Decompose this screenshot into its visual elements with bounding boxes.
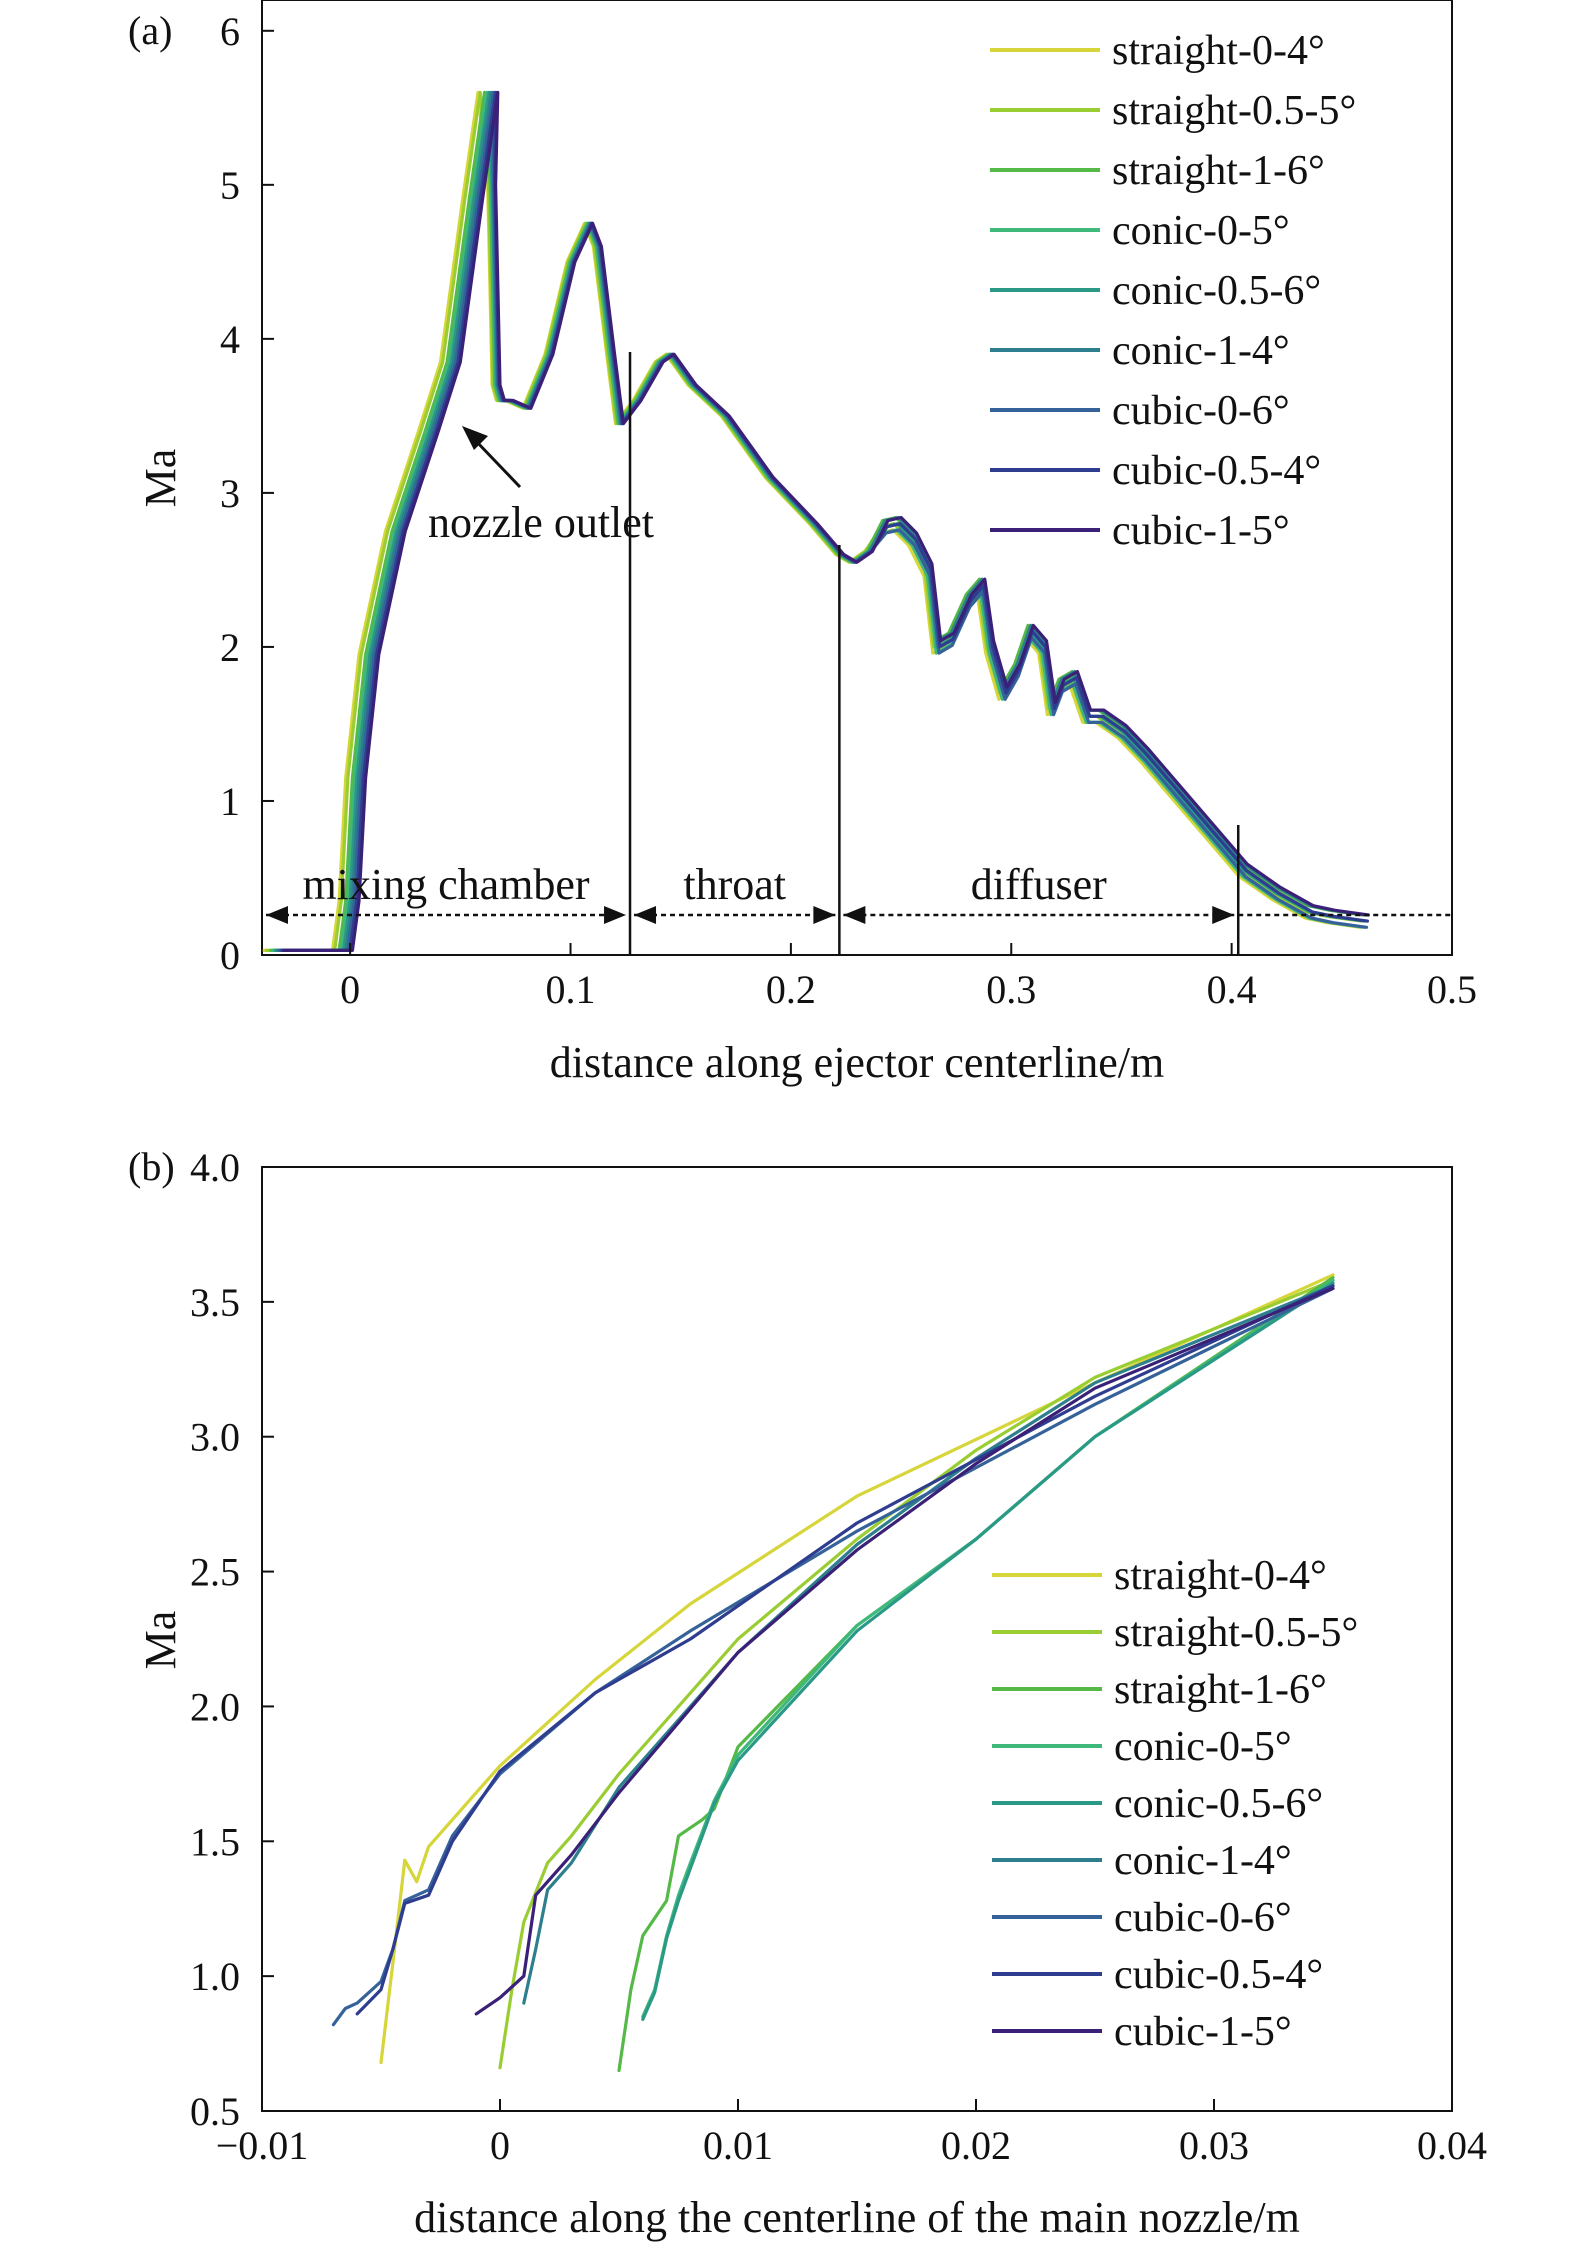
panel-a-y-ticks: 0 1 2 3 4 5 6 [220,9,274,978]
panel-a-y-tick-label: 2 [220,625,240,670]
panel-b-tag: (b) [128,1144,175,1189]
panel-a-tag: (a) [128,8,172,53]
panel-a-x-tick-label: 0.1 [546,967,596,1012]
panel-a-plot-frame [261,0,1453,956]
section-label: mixing chamber [302,860,589,909]
panel-a-x-tick-label: 0.4 [1207,967,1257,1012]
section-label: diffuser [971,860,1107,909]
panel-b-x-tick-label: 0.04 [1417,2123,1487,2168]
panel-b-legend-label: cubic-0-6° [1114,1895,1292,1941]
panel-b-y-tick-label: 1.5 [190,1819,240,1864]
panel-b-legend: straight-0-4° straight-0.5-5° straight-1-6… [992,1553,1358,2055]
panel-b-series-line [641,1281,1335,2021]
panel-b-legend-label: conic-0-5° [1114,1724,1292,1770]
panel-a-legend-label: cubic-0-6° [1112,388,1290,434]
panel-a-legend-label: straight-0-4° [1112,28,1325,74]
panel-a-legend-label: conic-0-5° [1112,208,1290,254]
panel-a-y-tick-label: 6 [220,9,240,54]
panel-b-legend-label: cubic-1-5° [1114,2009,1292,2055]
panel-a-x-tick-label: 0 [340,967,360,1012]
panel-a-legend: straight-0-4° straight-0.5-5° straight-1-6… [990,28,1356,554]
panel-b-plot-frame [261,1166,1453,2112]
panel-a: (a) 0 0.1 0.2 0.3 0.4 0.5 0 1 2 3 4 5 6 mixing cham… [128,0,1477,1087]
panel-a-y-tick-label: 1 [220,779,240,824]
panel-b-x-tick-label: −0.01 [216,2123,309,2168]
panel-a-x-tick-label: 0.5 [1427,967,1477,1012]
panel-a-y-axis-title: Ma [136,449,185,508]
panel-a-series-line [282,90,1370,953]
panel-a-y-tick-label: 0 [220,933,240,978]
panel-b-y-tick-label: 4.0 [190,1145,240,1190]
panel-b-y-axis-title: Ma [136,1611,185,1670]
section-arrowhead-right [604,906,627,924]
panel-b: (b) −0.01 0 0.01 0.02 0.03 0.04 0.5 1.0 1.5 2.0 2… [128,1144,1487,2242]
panel-a-y-tick-label: 5 [220,163,240,208]
panel-b-y-tick-label: 0.5 [190,2089,240,2134]
panel-b-legend-label: conic-1-4° [1114,1838,1292,1884]
panel-a-x-tick-label: 0.2 [766,967,816,1012]
panel-b-y-tick-label: 2.5 [190,1550,240,1595]
section-arrowhead-right [813,906,836,924]
panel-a-legend-label: straight-1-6° [1112,148,1325,194]
section-arrowhead-left [634,906,657,924]
panel-b-legend-label: straight-0.5-5° [1114,1610,1358,1656]
panel-a-y-tick-label: 3 [220,471,240,516]
panel-a-x-axis-title: distance along ejector centerline/m [550,1038,1165,1087]
panel-a-legend-label: conic-1-4° [1112,328,1290,374]
panel-b-x-ticks: −0.01 0 0.01 0.02 0.03 0.04 [216,2099,1487,2168]
panel-b-legend-label: straight-0-4° [1114,1553,1327,1599]
panel-b-series-line [331,1286,1335,2027]
panel-b-series-line [379,1273,1335,2065]
panel-b-series-line [498,1278,1335,2070]
annotation-nozzle-outlet: nozzle outlet [428,498,654,547]
panel-b-legend-label: conic-0.5-6° [1114,1781,1323,1827]
panel-b-x-tick-label: 0.03 [1179,2123,1249,2168]
panel-a-series-group [262,90,1370,953]
panel-b-y-tick-label: 3.5 [190,1280,240,1325]
panel-a-x-ticks: 0 0.1 0.2 0.3 0.4 0.5 [340,943,1477,1012]
panel-a-legend-label: cubic-0.5-4° [1112,448,1321,494]
panel-b-series-line [355,1284,1335,2016]
panel-a-legend-label: cubic-1-5° [1112,508,1290,554]
panel-a-sections: mixing chamber throat diffuser [266,352,1452,955]
panel-a-y-tick-label: 4 [220,317,240,362]
panel-b-y-tick-label: 3.0 [190,1415,240,1460]
panel-a-legend-label: conic-0.5-6° [1112,268,1321,314]
panel-b-series-group [331,1273,1335,2073]
panel-b-y-ticks: 0.5 1.0 1.5 2.0 2.5 3.0 3.5 4.0 [190,1145,274,2134]
panel-b-x-tick-label: 0 [490,2123,510,2168]
nozzle-outlet-annotation: nozzle outlet [428,426,654,547]
panel-b-y-tick-label: 1.0 [190,1954,240,1999]
annotation-arrowhead [462,426,488,450]
section-arrowhead-left [266,906,288,924]
section-arrowhead-left [843,906,866,924]
panel-b-x-tick-label: 0.02 [941,2123,1011,2168]
panel-b-x-tick-label: 0.01 [703,2123,773,2168]
section-label: throat [683,860,786,909]
panel-b-legend-label: cubic-0.5-4° [1114,1952,1323,1998]
annotation-arrow-shaft [473,438,522,489]
panel-b-y-tick-label: 2.0 [190,1684,240,1729]
panel-b-x-axis-title: distance along the centerline of the mai… [414,2193,1300,2242]
panel-b-series-line [522,1284,1335,2005]
panel-a-x-tick-label: 0.3 [986,967,1036,1012]
section-arrowhead-right [1212,906,1235,924]
panel-a-legend-label: straight-0.5-5° [1112,88,1356,134]
panel-b-legend-label: straight-1-6° [1114,1667,1327,1713]
panel-b-series-line [474,1286,1335,2016]
